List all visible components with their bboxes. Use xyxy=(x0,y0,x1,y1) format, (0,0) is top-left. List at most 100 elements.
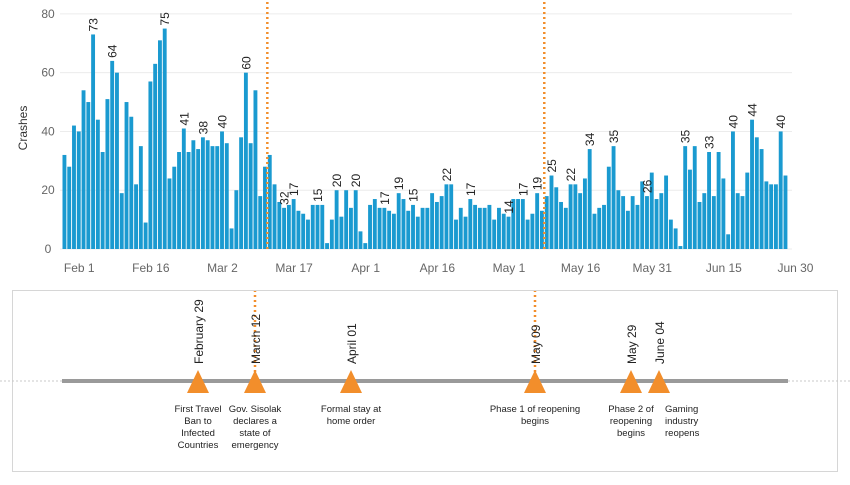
bar xyxy=(296,210,301,249)
bar-value-label: 14 xyxy=(502,200,516,214)
bar xyxy=(487,204,492,249)
bar xyxy=(143,222,148,249)
event-description: declares a xyxy=(233,416,278,427)
event-date-label: May 09 xyxy=(529,324,543,364)
bar xyxy=(138,146,143,249)
bar xyxy=(535,193,540,249)
triangle-marker-icon xyxy=(524,370,546,393)
bar xyxy=(664,175,669,249)
bar xyxy=(501,213,506,249)
bar xyxy=(86,102,91,249)
bar xyxy=(339,216,344,249)
bar xyxy=(406,210,411,249)
bar xyxy=(587,149,592,249)
bar xyxy=(721,178,726,249)
bar xyxy=(568,184,573,249)
event-description: Formal stay at xyxy=(321,404,382,415)
bar xyxy=(449,184,454,249)
bar xyxy=(334,190,339,249)
bar xyxy=(291,199,296,249)
bar-value-label: 19 xyxy=(392,176,406,190)
bar xyxy=(382,207,387,249)
bar xyxy=(778,131,783,249)
bar xyxy=(372,199,377,249)
bar xyxy=(425,207,430,249)
bar-value-label: 22 xyxy=(440,168,454,182)
bar-value-label: 17 xyxy=(378,191,392,205)
bar xyxy=(702,193,707,249)
bar xyxy=(239,137,244,249)
bar xyxy=(391,213,396,249)
bar xyxy=(411,204,415,249)
bar xyxy=(544,196,549,249)
bar-value-label: 20 xyxy=(330,174,344,188)
bar-value-label: 19 xyxy=(531,176,545,190)
bar xyxy=(306,219,310,249)
bar xyxy=(458,207,463,249)
bar xyxy=(482,207,487,249)
event-description: reopening xyxy=(610,416,652,427)
bar xyxy=(220,131,224,249)
bar xyxy=(162,28,167,250)
bar xyxy=(420,207,425,249)
event-description: emergency xyxy=(232,440,279,451)
bar xyxy=(158,40,162,249)
bar-value-label: 40 xyxy=(726,115,740,129)
bar xyxy=(434,201,439,249)
bar xyxy=(525,219,530,249)
bars xyxy=(62,28,788,250)
bar xyxy=(463,216,468,249)
bar-value-label: 73 xyxy=(87,18,101,32)
event-description: Ban to xyxy=(184,416,211,427)
bar xyxy=(167,178,172,249)
bar xyxy=(72,125,76,249)
bar-value-label: 33 xyxy=(703,135,717,149)
event-lines xyxy=(253,2,546,372)
x-tick-label: Feb 16 xyxy=(132,261,170,275)
x-tick-label: Apr 1 xyxy=(351,261,380,275)
bar xyxy=(616,190,621,249)
bar xyxy=(773,184,778,249)
bar xyxy=(258,196,263,249)
event-description: Gov. Sisolak xyxy=(229,404,282,415)
bar-value-label: 75 xyxy=(158,12,172,26)
bar xyxy=(592,213,597,249)
event-description: Gaming xyxy=(665,404,698,415)
event-date-label: February 29 xyxy=(192,299,206,364)
bar xyxy=(325,243,329,249)
bar-value-label: 40 xyxy=(774,115,788,129)
x-tick-label: Mar 2 xyxy=(207,261,238,275)
event-description: home order xyxy=(327,416,376,427)
bar xyxy=(783,175,788,249)
bar xyxy=(100,152,105,249)
bar xyxy=(272,184,277,249)
x-tick-label: Apr 16 xyxy=(420,261,456,275)
x-tick-label: Jun 30 xyxy=(777,261,813,275)
y-tick-label: 60 xyxy=(41,66,55,80)
event-date-label: June 04 xyxy=(653,321,667,364)
bar xyxy=(344,190,349,249)
bar xyxy=(692,146,697,249)
bar xyxy=(707,152,711,249)
bar xyxy=(511,199,516,249)
bar xyxy=(253,90,258,249)
event-description: state of xyxy=(239,428,271,439)
bar-value-label: 15 xyxy=(311,188,325,202)
event-description: First Travel xyxy=(175,404,222,415)
bar-value-label: 26 xyxy=(640,179,654,193)
bar xyxy=(267,154,272,249)
bar xyxy=(530,213,535,249)
bar xyxy=(172,166,177,249)
bar xyxy=(745,172,750,249)
bar-value-label: 17 xyxy=(464,182,478,196)
bar xyxy=(115,72,119,249)
bar xyxy=(301,213,306,249)
triangle-marker-icon xyxy=(340,370,362,393)
event-description: industry xyxy=(665,416,699,427)
bar xyxy=(124,102,129,249)
